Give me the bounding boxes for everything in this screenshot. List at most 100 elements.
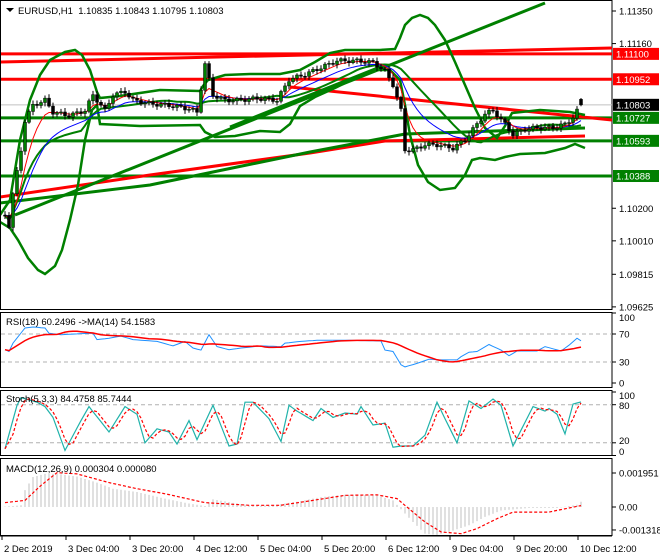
bearish-candle (419, 146, 423, 149)
bullish-candle (119, 90, 123, 94)
bullish-candle (339, 58, 343, 62)
bullish-candle (307, 71, 311, 77)
bullish-candle (143, 102, 147, 105)
axis-tick-label: 0.001951 (619, 468, 659, 479)
price-tag-label: 1.10727 (616, 113, 650, 124)
triangle-down-icon[interactable] (6, 8, 14, 12)
bearish-candle (331, 63, 335, 65)
bearish-candle (151, 101, 155, 105)
bearish-candle (51, 105, 55, 115)
bullish-candle (423, 145, 427, 149)
price-tick-label: 1.11160 (619, 39, 652, 50)
bearish-candle (371, 60, 375, 62)
bearish-candle (95, 94, 99, 103)
bullish-candle (531, 125, 535, 130)
bullish-candle (475, 123, 479, 128)
rising-green-line[interactable] (0, 126, 586, 205)
bullish-candle (235, 97, 239, 102)
bullish-candle (571, 117, 575, 123)
price-axis: 1.11350 1.11160 1.10200 1.10010 1.09815 1.096… (612, 7, 659, 313)
axis-tick-label: 0 (619, 379, 624, 390)
bearish-candle (363, 62, 367, 64)
resistance-price-tag (613, 73, 659, 86)
price-tick-label: 1.09625 (619, 302, 653, 313)
bullish-candle (55, 112, 59, 115)
macd-signal-line (4, 472, 582, 535)
bollinger-middle-band (4, 63, 582, 223)
ascending-trendline[interactable] (14, 1, 546, 217)
bullish-candle (279, 91, 283, 102)
bullish-candle (283, 85, 287, 92)
bearish-candle (3, 214, 7, 217)
resistance-trendline[interactable] (0, 46, 612, 64)
rsi-line (4, 326, 582, 368)
bearish-candle (227, 98, 231, 103)
macd-histogram (4, 473, 582, 535)
rsi-ma-line (4, 330, 582, 363)
bearish-candle (47, 97, 51, 107)
bearish-candle (255, 96, 259, 100)
bullish-candle (23, 122, 27, 152)
bullish-candle (39, 102, 43, 106)
bullish-candle (323, 63, 327, 70)
bearish-candle (155, 104, 159, 107)
bearish-candle (127, 92, 131, 98)
bearish-candle (135, 98, 139, 101)
axis-tick-label: 0.00 (619, 503, 638, 514)
axis-tick-label: 100 (619, 313, 635, 324)
bullish-candle (471, 127, 475, 136)
bullish-candle (527, 129, 531, 132)
price-tag-label: 1.11100 (616, 49, 649, 60)
bearish-candle (503, 118, 507, 123)
bearish-candle (299, 74, 303, 77)
bullish-candle (31, 104, 35, 112)
bullish-candle (483, 113, 487, 122)
bullish-candle (311, 69, 315, 73)
price-tick-label: 1.11350 (619, 7, 653, 18)
stoch-k-line (4, 396, 582, 452)
time-tick-label: 5 Dec 20:00 (324, 544, 375, 555)
rsi-panel-frame (0, 312, 613, 388)
bullish-candle (107, 103, 111, 109)
bearish-candle (451, 147, 455, 151)
bullish-candle (71, 112, 75, 118)
time-tick-label: 3 Dec 20:00 (132, 544, 183, 555)
bearish-candle (511, 130, 515, 137)
support-price-tag (613, 170, 659, 183)
bullish-candle (115, 92, 119, 98)
bullish-candle (355, 58, 359, 61)
bearish-candle (379, 66, 383, 70)
bullish-candle (219, 96, 223, 99)
bearish-candle (375, 61, 379, 68)
bullish-candle (411, 148, 415, 152)
bullish-candle (547, 125, 551, 128)
bearish-candle (267, 97, 271, 100)
ohlc-values: 1.10835 1.10843 1.10795 1.10803 (78, 6, 223, 17)
bearish-candle (179, 104, 183, 107)
bearish-candle (387, 68, 391, 79)
bullish-candle (439, 145, 443, 148)
descending-trendline[interactable] (289, 85, 612, 122)
bullish-candle (479, 120, 483, 124)
bearish-candle (535, 125, 539, 128)
main-panel-frame (0, 0, 613, 310)
bearish-candle (431, 142, 435, 145)
bearish-candle (139, 100, 143, 105)
bearish-candle (347, 60, 351, 63)
time-tick-label: 3 Dec 04:00 (68, 544, 119, 555)
bullish-candle (567, 122, 571, 124)
bearish-candle (171, 106, 175, 108)
time-axis: 2 Dec 2019 3 Dec 04:00 3 Dec 20:00 4 Dec 12… (0, 535, 637, 555)
bullish-candle (203, 63, 207, 91)
axis-tick-label: 30 (619, 358, 630, 369)
bullish-candle (559, 123, 563, 129)
bearish-candle (523, 129, 527, 132)
stoch-panel-frame (0, 390, 613, 456)
axis-tick-label: 0 (619, 447, 624, 458)
price-tag-label: 1.10952 (616, 75, 650, 86)
bearish-candle (491, 109, 495, 112)
bullish-candle (83, 111, 87, 114)
bullish-candle (11, 193, 15, 228)
